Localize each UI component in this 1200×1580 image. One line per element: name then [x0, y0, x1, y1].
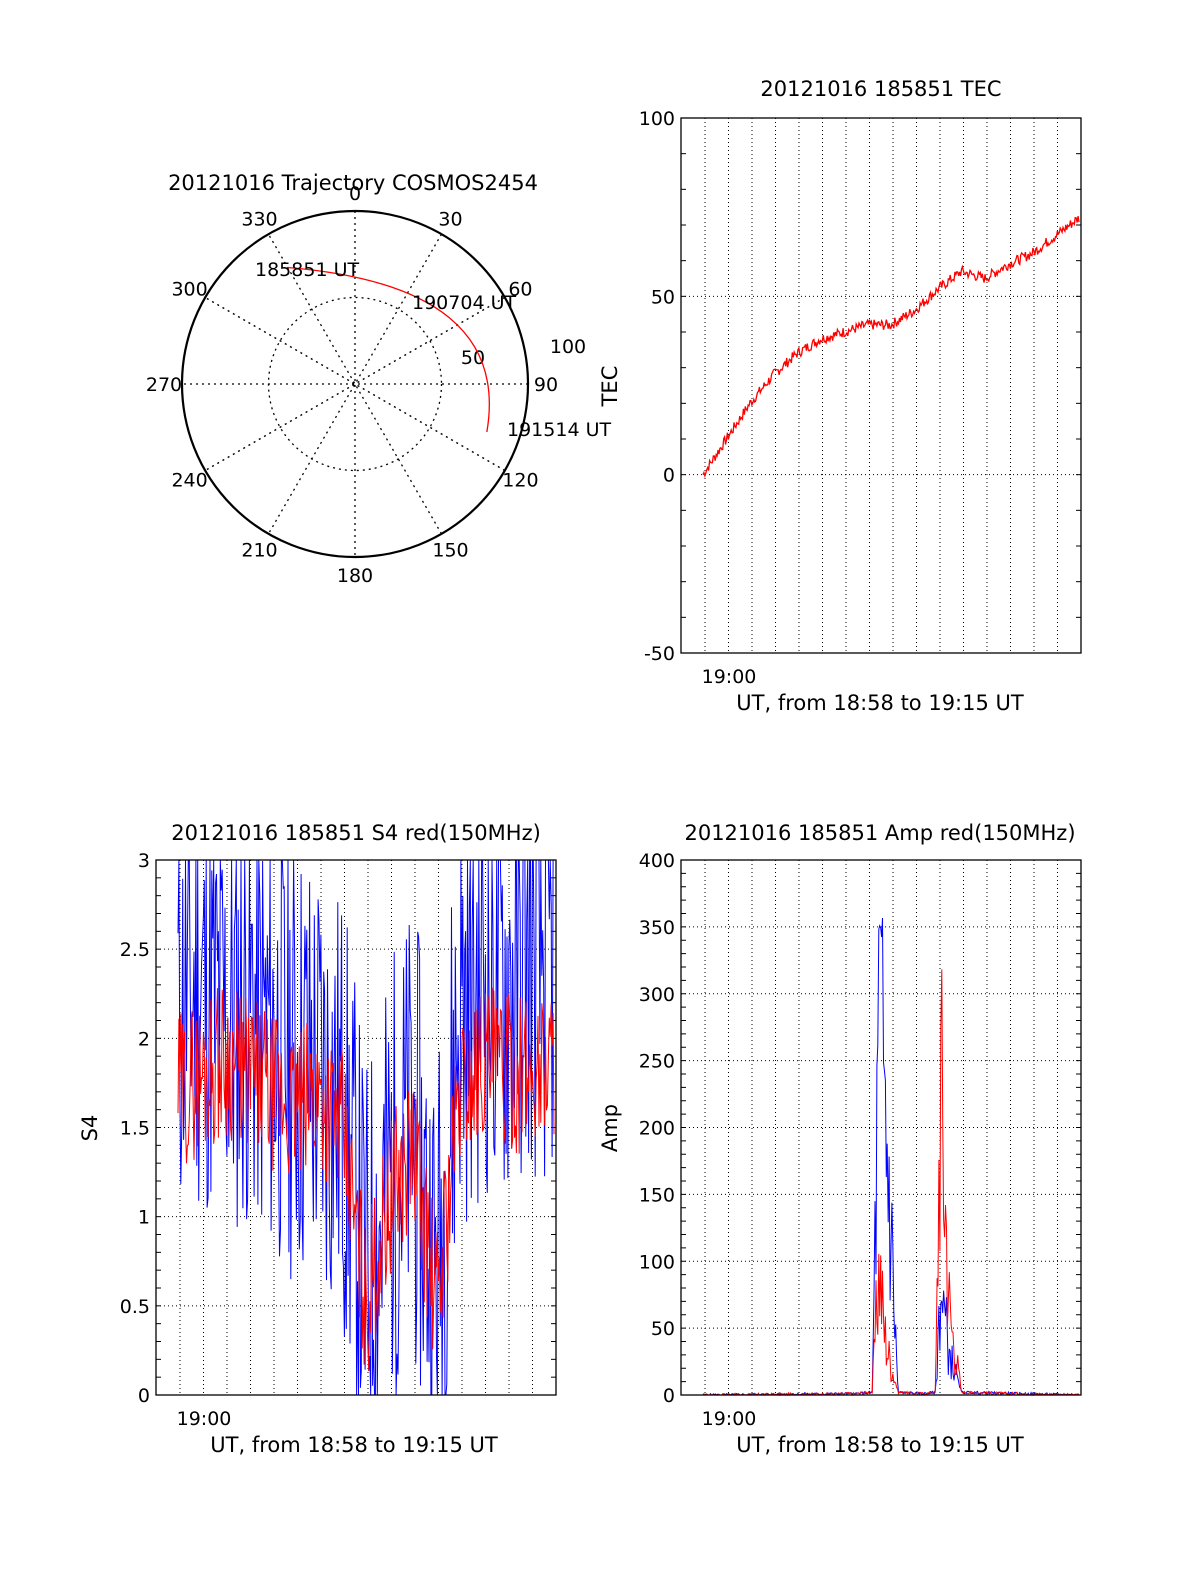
s4-y-tick-label: 1.5: [120, 1118, 150, 1140]
amp-title: 20121016 185851 Amp red(150MHz): [684, 821, 1075, 845]
amp-y-tick-labels: 400 350 300 250 200 150 100 50 0: [639, 850, 675, 1407]
trajectory-mid-label: 190704 UT: [412, 292, 516, 314]
polar-radial-label-100: 100: [550, 336, 586, 358]
tec-series-red: [702, 215, 1080, 479]
polar-title: 20121016 Trajectory COSMOS2454: [168, 171, 538, 195]
s4-y-tick-label: 3: [138, 850, 150, 872]
tec-y-tick-label: 50: [651, 286, 675, 308]
polar-spoke: [267, 233, 443, 535]
tec-x-axis-label: UT, from 18:58 to 19:15 UT: [736, 691, 1024, 715]
polar-angle-label: 240: [171, 470, 207, 492]
s4-y-tick-label: 0.5: [120, 1296, 150, 1318]
amp-y-tick-label: 0: [663, 1385, 675, 1407]
polar-angle-label: 210: [241, 539, 277, 561]
polar-spoke: [267, 233, 443, 535]
s4-series-blue: [177, 859, 554, 1396]
tec-title: 20121016 185851 TEC: [760, 77, 1001, 101]
polar-spoke: [204, 296, 506, 472]
amp-y-tick-label: 100: [639, 1251, 675, 1273]
polar-outer-circle: [180, 209, 530, 559]
polar-angle-label: 270: [146, 374, 182, 396]
s4-y-tick-label: 0: [138, 1385, 150, 1407]
s4-series-red: [177, 987, 555, 1371]
tec-y-tick-labels: 100 50 0 -50: [639, 108, 675, 665]
polar-angle-labels: 0 30 60 90 120 150 180 210 240 270 300 330: [146, 183, 558, 587]
polar-angle-label: 150: [432, 539, 468, 561]
polar-angle-label: 30: [438, 209, 462, 231]
amp-y-tick-label: 350: [639, 917, 675, 939]
polar-grid: [182, 211, 528, 557]
s4-y-tick-label: 2.5: [120, 939, 150, 961]
s4-y-tick-label: 2: [138, 1028, 150, 1050]
polar-angle-label: 90: [534, 374, 558, 396]
polar-side-label: TEC: [598, 366, 622, 408]
s4-plot-frame: [155, 859, 557, 1396]
s4-x-axis-label: UT, from 18:58 to 19:15 UT: [210, 1433, 498, 1457]
polar-angle-label: 330: [241, 209, 277, 231]
tec-y-tick-label: 100: [639, 108, 675, 130]
s4-y-tick-labels: 3 2.5 2 1.5 1 0.5 0: [120, 850, 150, 1407]
polar-radial-label-50: 50: [461, 347, 485, 369]
s4-title: 20121016 185851 S4 red(150MHz): [171, 821, 541, 845]
amp-series-blue: [702, 917, 1080, 1397]
s4-y-tick-label: 1: [138, 1207, 150, 1229]
s4-chart: 20121016 185851 S4 red(150MHz) 3 2.5 2 1.5 1…: [78, 821, 557, 1457]
amp-y-axis-label: Amp: [598, 1104, 622, 1152]
polar-grid-circle: [267, 296, 443, 472]
amp-x-axis-label: UT, from 18:58 to 19:15 UT: [736, 1433, 1024, 1457]
tec-y-tick-label: 0: [663, 465, 675, 487]
amp-y-tick-label: 200: [639, 1118, 675, 1140]
s4-y-axis-label: S4: [78, 1115, 102, 1142]
amp-y-tick-label: 250: [639, 1051, 675, 1073]
amp-y-tick-label: 400: [639, 850, 675, 872]
amp-y-tick-label: 150: [639, 1184, 675, 1206]
amp-plot-frame: [680, 859, 1082, 1396]
polar-angle-label: 300: [171, 279, 207, 301]
trajectory-line: [287, 266, 490, 433]
polar-angle-label: 60: [508, 279, 532, 301]
amp-grid: [681, 859, 1081, 1396]
polar-chart: 20121016 Trajectory COSMOS2454 0 30 60 90 12…: [146, 171, 622, 587]
tec-x-tick-label: 19:00: [702, 666, 757, 688]
tec-chart: 20121016 185851 TEC 100 50 0 -50 19:00 UT, …: [639, 77, 1082, 715]
tec-plot-frame: [680, 117, 1082, 654]
polar-angle-label: 0: [349, 183, 361, 205]
tec-y-tick-label: -50: [644, 643, 675, 665]
polar-spoke: [204, 296, 506, 472]
amp-y-tick-label: 50: [651, 1318, 675, 1340]
amp-chart: 20121016 185851 Amp red(150MHz) 400 350 30…: [598, 821, 1082, 1457]
amp-y-tick-label: 300: [639, 984, 675, 1006]
polar-angle-label: 180: [337, 565, 373, 587]
tec-grid: [681, 117, 1081, 654]
amp-x-tick-label: 19:00: [702, 1408, 757, 1430]
trajectory-start-label: 185851 UT: [255, 259, 359, 281]
trajectory-end-label: 191514 UT: [507, 419, 611, 441]
s4-x-tick-label: 19:00: [177, 1408, 232, 1430]
amp-series-red: [702, 969, 1080, 1397]
polar-angle-label: 120: [502, 470, 538, 492]
